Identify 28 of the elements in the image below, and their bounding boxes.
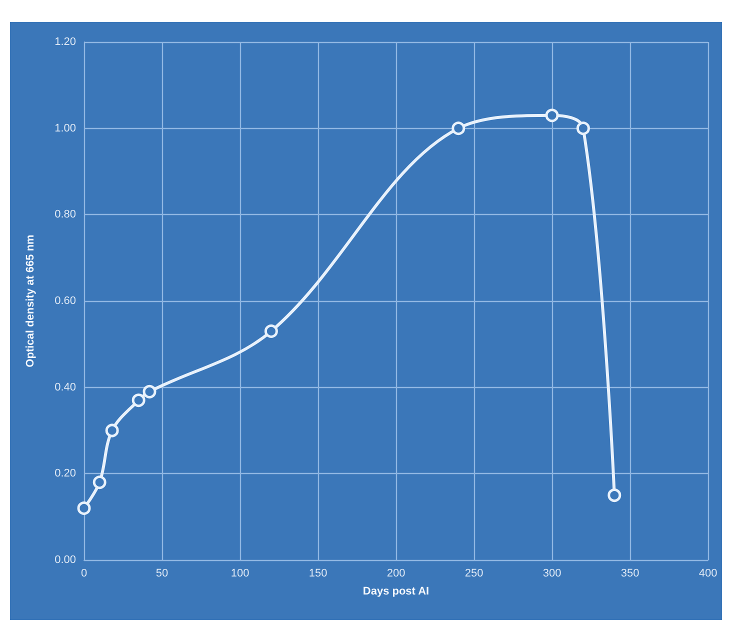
point bbox=[576, 122, 590, 136]
x-tick-label: 250 bbox=[464, 568, 484, 580]
point bbox=[105, 424, 119, 438]
y-tick-label: 1.00 bbox=[54, 122, 76, 134]
x-tick-label: 200 bbox=[386, 568, 406, 580]
x-axis-title: Days post AI bbox=[362, 586, 430, 598]
y-tick-label: 0.20 bbox=[54, 468, 76, 480]
y-tick-label: 0.60 bbox=[54, 295, 76, 307]
point bbox=[545, 108, 559, 122]
y-axis-title: Optical density at 665 nm bbox=[24, 234, 36, 368]
point bbox=[142, 384, 156, 398]
x-tick-label: 0 bbox=[80, 568, 88, 580]
point bbox=[77, 501, 91, 515]
x-tick-label: 100 bbox=[230, 568, 250, 580]
x-tick-label: 300 bbox=[542, 568, 562, 580]
x-tick-label: 400 bbox=[698, 568, 718, 580]
y-tick-label: 0.80 bbox=[54, 208, 76, 221]
point bbox=[608, 488, 622, 502]
point bbox=[452, 122, 466, 136]
x-tick-label: 50 bbox=[156, 568, 168, 580]
y-tick-label: 1.20 bbox=[54, 36, 76, 48]
point bbox=[264, 324, 278, 338]
point bbox=[132, 394, 146, 408]
x-tick-label: 350 bbox=[620, 568, 640, 580]
y-tick-label: 0.40 bbox=[54, 381, 76, 394]
y-tick-label: 0.00 bbox=[54, 554, 76, 566]
x-tick-label: 150 bbox=[308, 568, 328, 580]
point bbox=[92, 476, 106, 490]
